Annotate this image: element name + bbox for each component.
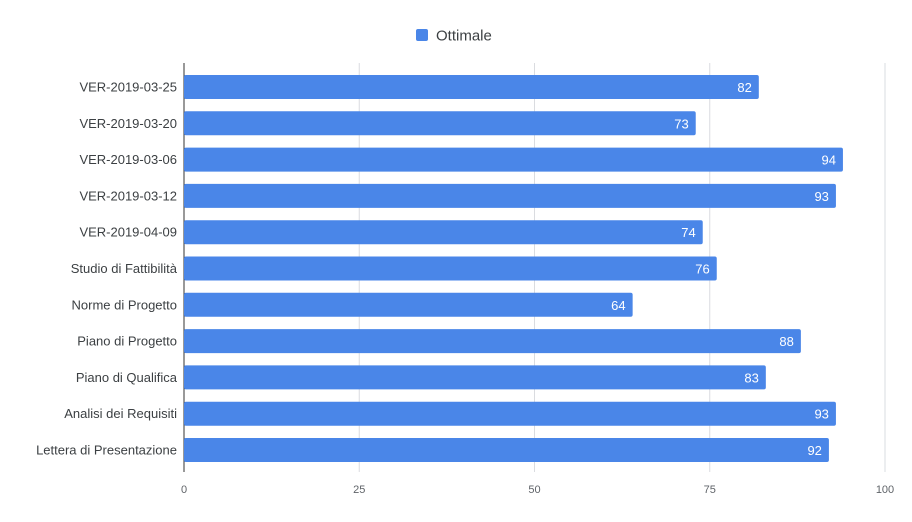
- tick-label-75: 75: [704, 484, 716, 496]
- tick-label-0: 0: [181, 484, 187, 496]
- category-label-9: Analisi dei Requisiti: [64, 406, 177, 421]
- data-label-0: 82: [737, 80, 751, 95]
- labels: 0 25 50 75 100 VER-2019-03-25 82 VER-2019-03-20…: [36, 80, 894, 497]
- legend-swatch: [416, 29, 428, 41]
- category-label-2: VER-2019-03-06: [79, 152, 177, 167]
- bar-4: [184, 220, 703, 245]
- bar-1: [184, 111, 696, 136]
- legend: Ottimale: [416, 28, 492, 45]
- category-label-7: Piano di Progetto: [77, 334, 177, 349]
- category-label-0: VER-2019-03-25: [79, 80, 177, 95]
- tick-label-25: 25: [353, 484, 365, 496]
- bar-9: [184, 401, 836, 426]
- bar-6: [184, 292, 633, 317]
- tick-label-100: 100: [876, 484, 894, 496]
- bar-3: [184, 183, 836, 208]
- category-label-1: VER-2019-03-20: [79, 116, 177, 131]
- bar-7: [184, 329, 801, 354]
- tick-label-50: 50: [528, 484, 540, 496]
- category-label-3: VER-2019-03-12: [79, 188, 177, 203]
- data-label-2: 94: [821, 153, 835, 168]
- data-label-1: 73: [674, 116, 688, 131]
- data-label-7: 88: [779, 334, 793, 349]
- category-label-6: Norme di Progetto: [72, 297, 178, 312]
- bars: [184, 75, 843, 462]
- bar-0: [184, 75, 759, 99]
- data-label-8: 83: [744, 370, 758, 385]
- category-label-10: Lettera di Presentazione: [36, 443, 177, 458]
- legend-label: Ottimale: [436, 28, 492, 45]
- data-label-3: 93: [814, 189, 828, 204]
- data-label-5: 76: [695, 262, 709, 277]
- category-label-8: Piano di Qualifica: [76, 370, 178, 385]
- category-label-4: VER-2019-04-09: [79, 225, 177, 240]
- data-label-6: 64: [611, 298, 625, 313]
- data-label-10: 92: [807, 443, 821, 458]
- bar-8: [184, 365, 766, 390]
- data-label-9: 93: [814, 407, 828, 422]
- category-label-5: Studio di Fattibilità: [71, 261, 178, 276]
- bar-2: [184, 147, 843, 172]
- data-label-4: 74: [681, 225, 695, 240]
- bar-10: [184, 438, 829, 462]
- bar-5: [184, 256, 717, 281]
